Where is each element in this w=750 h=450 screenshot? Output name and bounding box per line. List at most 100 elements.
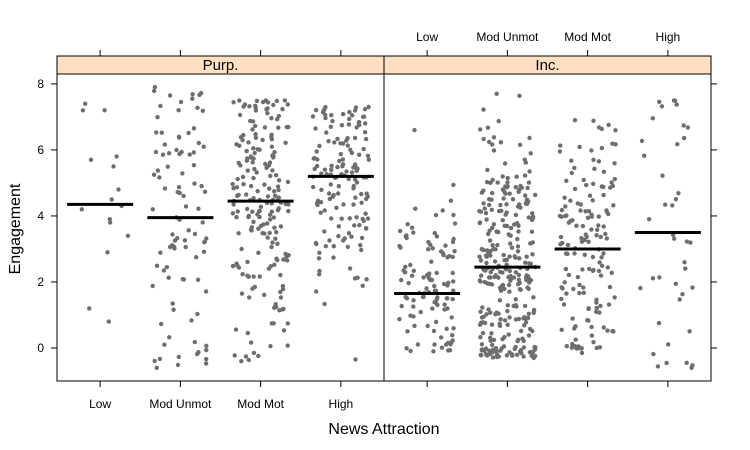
data-point	[203, 361, 209, 366]
data-point	[244, 156, 250, 161]
data-point	[275, 241, 280, 246]
data-point	[167, 93, 173, 98]
data-point	[105, 250, 110, 255]
data-point	[285, 343, 290, 348]
data-point	[365, 216, 371, 221]
data-point	[490, 243, 495, 248]
data-point	[639, 138, 645, 144]
data-point	[159, 130, 164, 135]
data-point	[244, 148, 249, 154]
data-point	[675, 142, 680, 147]
data-point	[513, 270, 519, 275]
data-point	[504, 210, 509, 215]
data-point	[424, 286, 429, 291]
data-point	[524, 254, 529, 259]
data-point	[557, 149, 563, 154]
data-point	[591, 157, 596, 162]
data-point	[248, 340, 254, 345]
data-point	[171, 307, 176, 312]
data-point	[274, 98, 279, 104]
data-point	[111, 164, 116, 169]
data-point	[310, 114, 316, 119]
data-point	[481, 136, 486, 142]
data-point	[515, 244, 521, 249]
data-point	[271, 102, 276, 108]
data-point	[359, 235, 365, 241]
data-point	[332, 140, 337, 145]
data-point	[573, 337, 578, 342]
data-point	[170, 301, 175, 306]
data-point	[347, 109, 352, 115]
data-point	[317, 272, 322, 277]
data-point	[478, 127, 483, 132]
data-point	[596, 223, 601, 228]
data-point	[601, 169, 607, 174]
data-point	[449, 340, 454, 345]
data-point	[477, 220, 482, 226]
data-point	[79, 207, 85, 212]
data-point	[170, 232, 175, 237]
data-point	[479, 348, 484, 353]
data-point	[562, 280, 567, 285]
data-point	[411, 304, 416, 309]
data-point	[286, 253, 291, 258]
data-point	[246, 274, 251, 279]
data-point	[167, 244, 173, 250]
data-point	[251, 219, 256, 225]
data-point	[495, 180, 500, 185]
data-point	[285, 179, 291, 185]
data-point	[516, 337, 521, 342]
data-point	[363, 211, 368, 216]
data-point	[335, 136, 340, 142]
data-point	[200, 108, 205, 114]
data-point	[195, 311, 200, 317]
data-point	[314, 201, 320, 206]
data-point	[605, 328, 610, 333]
data-point	[269, 116, 274, 121]
data-point	[491, 222, 497, 227]
data-point	[533, 353, 538, 359]
data-point	[521, 338, 526, 344]
data-point	[504, 257, 509, 262]
data-point	[411, 268, 416, 273]
data-point	[598, 234, 603, 240]
data-point	[354, 215, 359, 220]
data-point	[501, 252, 506, 258]
data-point	[154, 130, 159, 135]
data-point	[599, 255, 604, 260]
data-point	[231, 202, 236, 207]
data-point	[272, 225, 277, 230]
data-point	[604, 236, 609, 241]
data-point	[262, 125, 268, 130]
data-point	[249, 228, 254, 233]
data-point	[255, 147, 260, 152]
data-point	[565, 242, 571, 248]
data-point	[265, 194, 271, 199]
data-point	[275, 117, 280, 122]
data-point	[560, 240, 565, 246]
data-point	[559, 327, 564, 332]
data-point	[515, 282, 521, 287]
data-point	[596, 268, 602, 274]
data-point	[326, 191, 332, 196]
y-axis: 0 2 4 6 8	[37, 77, 717, 355]
data-point	[584, 182, 589, 188]
data-point	[599, 145, 605, 151]
data-point	[655, 364, 661, 369]
data-point	[324, 130, 329, 135]
data-point	[431, 328, 437, 334]
data-point	[491, 337, 497, 343]
data-point	[478, 279, 483, 284]
data-point	[355, 275, 360, 280]
data-point	[569, 170, 574, 176]
panels: Purp. Inc.	[56, 55, 712, 382]
data-point	[530, 252, 535, 257]
data-point	[479, 315, 485, 320]
data-point	[403, 294, 408, 300]
data-point	[281, 257, 286, 262]
data-point	[235, 193, 240, 198]
data-point	[514, 352, 520, 357]
data-point	[575, 201, 580, 206]
data-point	[592, 166, 597, 171]
data-point	[487, 238, 493, 243]
